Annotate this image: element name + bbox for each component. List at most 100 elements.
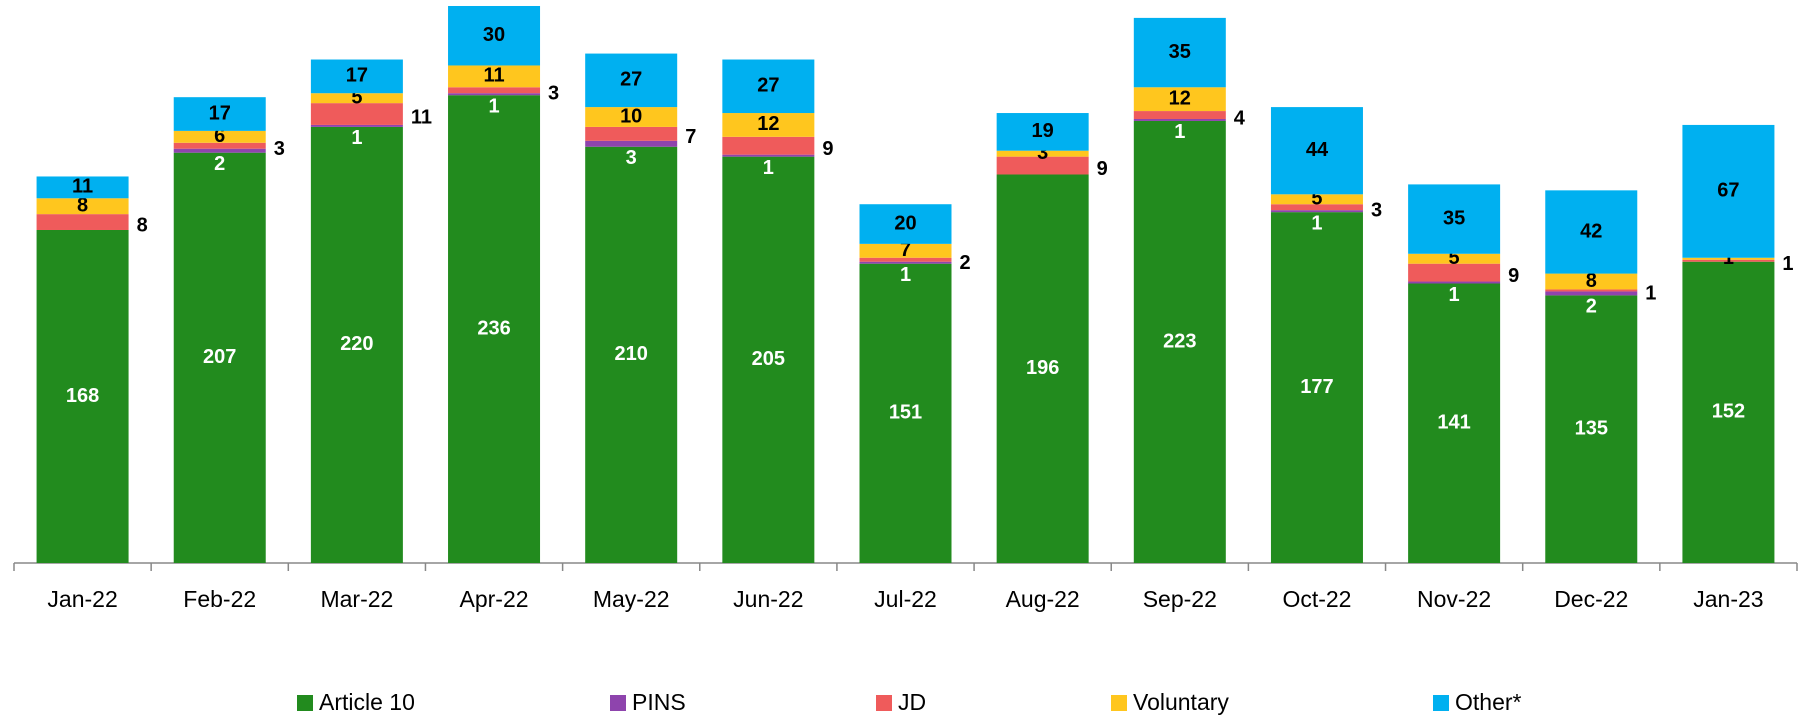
data-label: 1 [763,157,774,179]
data-label: 7 [900,239,911,261]
data-label: 30 [483,24,505,46]
bar-segment [859,204,952,244]
bar-segment [173,97,266,131]
bar-segment [1682,124,1775,258]
bar-segment [1270,204,1363,211]
legend-swatch [1111,695,1127,711]
data-label: 19 [1032,120,1054,142]
bar-segment [722,156,815,563]
bar-segment [996,156,1089,175]
bar-segment [722,154,815,157]
data-label: 9 [1097,158,1108,180]
x-tick-label: Sep-22 [1143,586,1217,612]
bar-segment [36,214,129,230]
data-label: 2 [1586,296,1597,318]
legend-label: Voluntary [1133,689,1229,715]
data-label: 11 [72,176,93,198]
data-label: 223 [1163,330,1196,352]
data-label: 5 [1311,188,1322,210]
data-label: 12 [757,113,779,135]
bar-segment [1545,291,1638,296]
data-label: 210 [615,343,648,365]
data-label: 11 [483,65,504,87]
data-label: 1 [1449,284,1460,306]
data-label: 151 [889,402,922,424]
bar-segment [173,142,266,149]
data-label: 1 [1723,247,1734,269]
bar-segment [585,53,678,108]
data-label: 7 [685,126,696,148]
data-label: 8 [137,214,148,236]
bar-segment [1545,273,1638,290]
bar-segment [310,103,403,125]
bar-segment [996,174,1089,563]
legend-swatch [610,695,626,711]
bar-segment [722,136,815,155]
bar-segment [310,59,403,94]
data-label: 1 [1645,283,1656,305]
data-label: 141 [1437,412,1470,434]
bar-segment [996,150,1089,157]
data-label: 11 [411,106,432,128]
data-label: 135 [1575,417,1608,439]
bar-segment [310,126,403,564]
data-label: 207 [203,346,236,368]
bar-segment [1682,261,1775,563]
data-label: 35 [1443,207,1465,229]
bar-segment [859,257,952,262]
legend-label: Other* [1455,689,1522,715]
data-label: 1 [351,127,362,149]
data-label: 9 [822,138,833,160]
bar-segment [1133,87,1226,112]
bar-segment [1545,295,1638,563]
bar-segment [1133,17,1226,88]
x-tick-label: Oct-22 [1282,586,1351,612]
bar-segment [36,198,129,215]
data-label: 3 [626,147,637,169]
data-label: 2 [960,252,971,274]
data-label: 168 [66,385,99,407]
data-label: 27 [620,69,642,91]
data-label: 152 [1712,401,1745,423]
x-tick-label: Feb-22 [183,586,256,612]
bar-segment [585,140,678,147]
data-label: 3 [1371,199,1382,221]
bar-segment [173,152,266,563]
data-label: 3 [1037,142,1048,164]
data-label: 1 [1782,253,1793,275]
bar-segment [859,263,952,563]
bar-segment [1682,259,1775,262]
data-label: 67 [1717,180,1739,202]
x-tick-label: May-22 [593,586,670,612]
data-label: 3 [548,83,559,105]
data-label: 8 [77,194,88,216]
legend-label: Article 10 [319,689,415,715]
bar-segment [1133,118,1226,121]
x-tick-label: Dec-22 [1554,586,1628,612]
bar-segment [585,126,678,141]
data-label: 1 [488,95,499,117]
data-label: 1 [900,264,911,286]
data-label: 6 [214,125,225,147]
data-label: 196 [1026,357,1059,379]
data-label: 42 [1580,220,1602,242]
bar-segment [1270,194,1363,205]
bar-segment [859,243,952,258]
data-label: 236 [477,317,510,339]
bar-segment [1408,184,1501,254]
bar-segment [1545,190,1638,274]
bar-segment [36,229,129,563]
bar-segment [1133,120,1226,564]
data-label: 5 [1449,247,1460,269]
bar-segment [722,113,815,137]
bar-segment [859,261,952,264]
bar-segment [173,148,266,153]
data-label: 1 [1174,121,1185,143]
bar-segment [1408,281,1501,284]
bar-segment [310,93,403,104]
bar-segment [1682,257,1775,260]
bar-segment [1408,263,1501,282]
bar-segment [585,107,678,127]
